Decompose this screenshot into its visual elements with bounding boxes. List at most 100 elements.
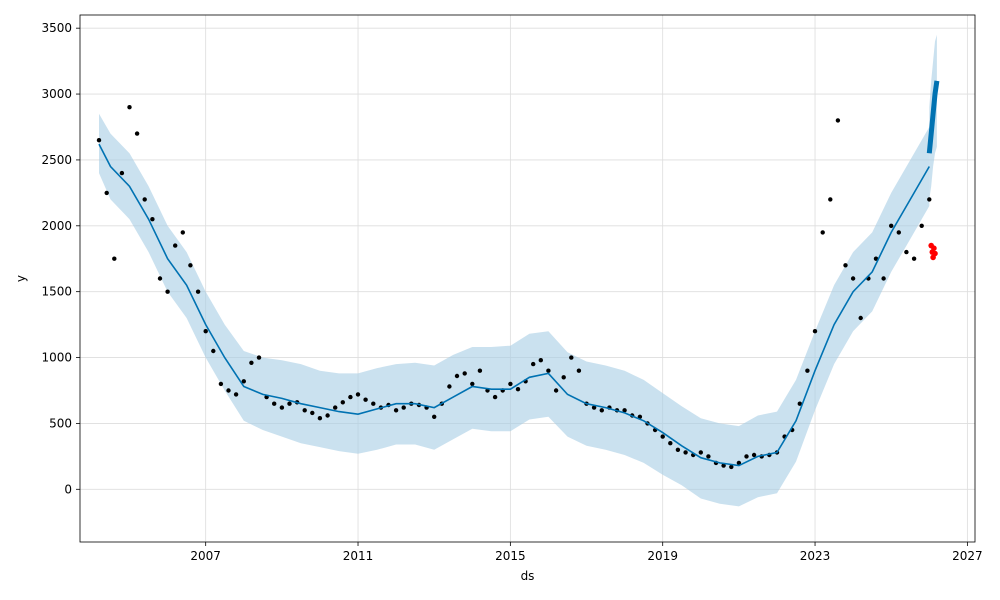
observed-point xyxy=(249,360,254,365)
observed-point xyxy=(211,348,216,354)
observed-point xyxy=(896,230,901,235)
observed-point xyxy=(363,397,368,402)
observed-point xyxy=(538,358,543,363)
observed-point xyxy=(911,256,917,261)
observed-point xyxy=(835,118,841,123)
observed-point xyxy=(492,394,498,400)
observed-point xyxy=(454,373,460,379)
observed-point xyxy=(698,450,703,455)
observed-point xyxy=(134,131,140,136)
observed-point xyxy=(180,230,185,235)
x-tick-label: 2015 xyxy=(495,549,526,563)
future-forecast-line xyxy=(926,80,940,154)
observed-point xyxy=(218,381,224,387)
observed-point xyxy=(919,223,924,228)
observed-point xyxy=(508,381,513,387)
observed-point xyxy=(622,408,627,413)
observed-point xyxy=(241,379,246,384)
observed-point xyxy=(355,392,361,397)
observed-point xyxy=(729,464,734,470)
y-tick-label: 1500 xyxy=(41,285,72,299)
observed-point xyxy=(721,463,726,468)
observed-point xyxy=(553,388,559,393)
observed-points xyxy=(96,105,932,470)
observed-point xyxy=(127,105,132,110)
observed-point xyxy=(889,223,894,228)
observed-point xyxy=(470,381,475,387)
x-axis-ticks: 2007 2011 2015 2019 2023 2027 xyxy=(190,542,983,563)
observed-point xyxy=(226,388,231,393)
observed-point xyxy=(843,263,848,268)
observed-point xyxy=(881,276,886,281)
observed-point xyxy=(142,197,147,202)
observed-point xyxy=(393,408,399,413)
observed-point xyxy=(333,405,338,410)
observed-point xyxy=(569,355,574,360)
observed-point xyxy=(287,401,292,406)
observed-point xyxy=(104,190,109,196)
observed-point xyxy=(858,315,863,321)
observed-point xyxy=(744,454,749,459)
x-axis-label: ds xyxy=(521,569,535,583)
observed-point xyxy=(302,408,307,413)
y-tick-label: 500 xyxy=(49,416,72,430)
observed-point xyxy=(546,368,551,373)
observed-point xyxy=(310,410,315,416)
observed-point xyxy=(576,368,582,373)
recent-points xyxy=(928,242,938,261)
y-tick-label: 1000 xyxy=(41,351,72,365)
x-tick-label: 2019 xyxy=(647,549,678,563)
observed-point xyxy=(873,256,879,261)
observed-point xyxy=(805,368,810,373)
plot-frame xyxy=(79,14,976,543)
observed-point xyxy=(256,355,262,360)
observed-point xyxy=(272,401,277,406)
y-tick-label: 3000 xyxy=(41,87,72,101)
observed-point xyxy=(279,405,285,410)
observed-point xyxy=(668,441,673,446)
recent-point xyxy=(931,245,937,251)
observed-point xyxy=(233,392,239,397)
observed-point xyxy=(195,289,201,294)
observed-point xyxy=(157,276,163,281)
observed-point xyxy=(203,329,208,334)
observed-point xyxy=(371,401,376,406)
observed-point xyxy=(820,230,825,235)
observed-point xyxy=(927,197,932,202)
observed-point xyxy=(736,460,742,466)
observed-point xyxy=(119,170,125,176)
observed-point xyxy=(706,454,711,459)
observed-point xyxy=(325,413,330,418)
observed-point xyxy=(348,394,353,400)
recent-point xyxy=(932,250,938,257)
observed-point xyxy=(340,400,345,405)
observed-point xyxy=(637,414,643,419)
y-tick-label: 3500 xyxy=(41,21,72,35)
uncertainty-band xyxy=(99,34,937,507)
observed-point xyxy=(317,416,323,421)
observed-point xyxy=(531,361,536,367)
observed-point xyxy=(165,289,170,294)
observed-point xyxy=(515,387,521,392)
grid xyxy=(80,15,975,542)
y-tick-label: 0 xyxy=(64,482,72,496)
observed-point xyxy=(850,276,856,281)
observed-point xyxy=(432,414,437,419)
observed-point xyxy=(462,371,467,376)
observed-point xyxy=(812,329,818,334)
observed-point xyxy=(477,368,483,373)
observed-point xyxy=(751,452,757,458)
observed-point xyxy=(683,450,688,455)
observed-point xyxy=(591,405,597,410)
observed-point xyxy=(675,447,681,452)
observed-point xyxy=(797,401,802,406)
y-tick-label: 2500 xyxy=(41,153,72,167)
observed-point xyxy=(401,405,406,410)
x-tick-label: 2007 xyxy=(190,549,221,563)
observed-point xyxy=(904,249,909,255)
observed-point xyxy=(660,434,665,439)
observed-point xyxy=(96,138,102,143)
y-axis-ticks: 0 500 1000 1500 2000 2500 3000 3500 xyxy=(41,21,80,496)
x-tick-label: 2023 xyxy=(800,549,831,563)
